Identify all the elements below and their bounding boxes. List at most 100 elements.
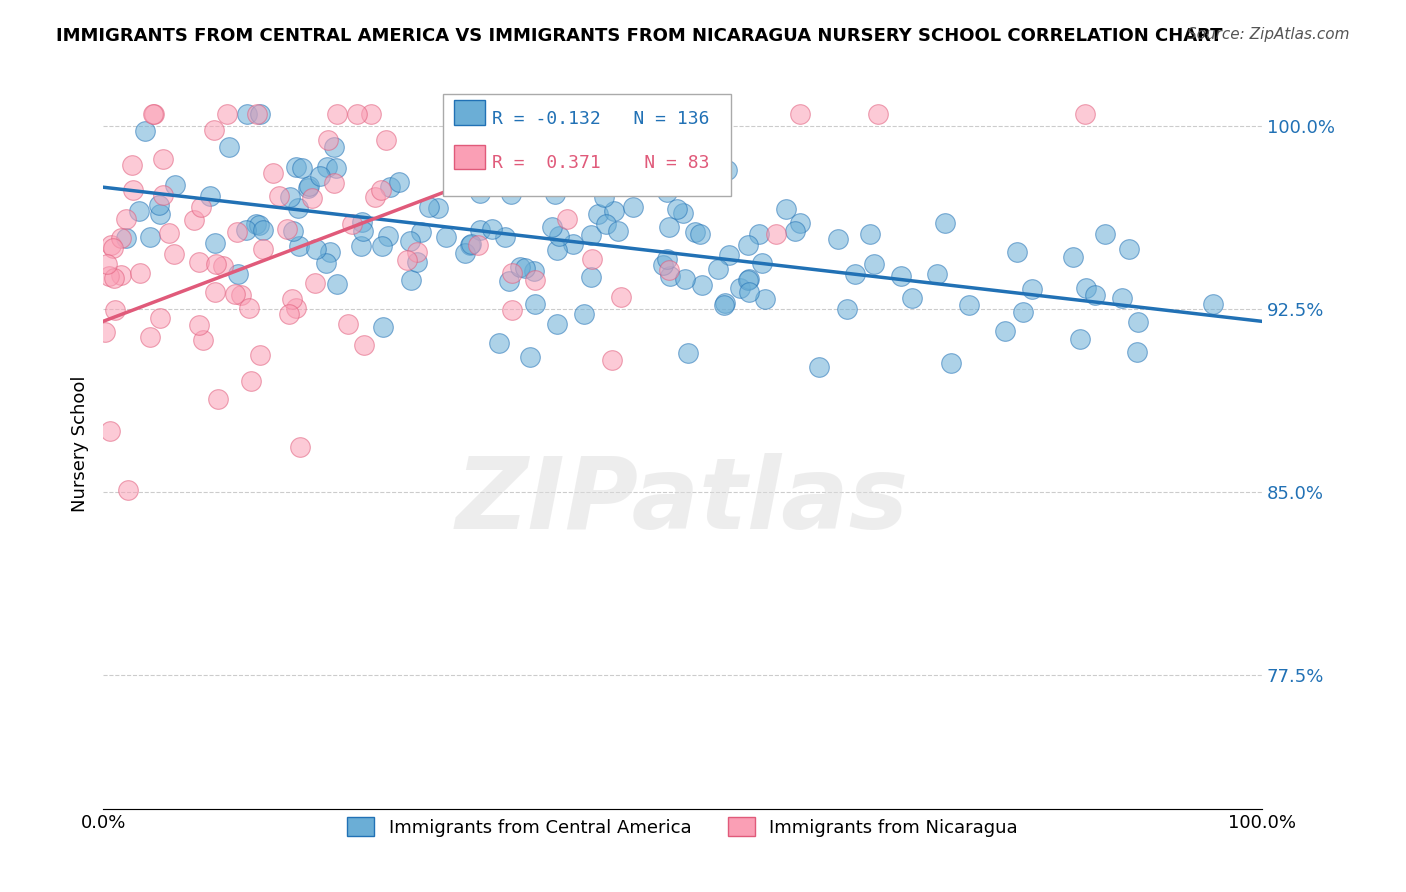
Point: [690, 278, 713, 293]
Point: [572, 308, 595, 322]
Point: [287, 202, 309, 216]
Point: [148, 198, 170, 212]
Point: [249, 348, 271, 362]
Point: [1118, 243, 1140, 257]
Point: [139, 229, 162, 244]
Point: [509, 260, 531, 275]
Point: [555, 211, 578, 226]
Point: [304, 276, 326, 290]
Point: [730, 281, 752, 295]
Point: [305, 242, 328, 256]
Point: [284, 160, 307, 174]
Point: [447, 118, 470, 132]
Point: [513, 260, 536, 275]
Point: [827, 232, 849, 246]
Point: [395, 252, 418, 267]
Point: [1012, 305, 1035, 319]
Point: [122, 183, 145, 197]
Point: [1069, 332, 1091, 346]
Point: [501, 187, 523, 202]
Point: [600, 353, 623, 368]
Point: [309, 169, 332, 183]
Point: [388, 175, 411, 189]
Point: [224, 287, 246, 301]
Point: [346, 107, 368, 121]
Point: [540, 219, 562, 234]
Point: [1074, 107, 1097, 121]
Text: R =  0.371    N = 83: R = 0.371 N = 83: [492, 154, 710, 172]
Point: [121, 158, 143, 172]
Point: [738, 285, 761, 299]
Point: [204, 285, 226, 299]
Point: [353, 337, 375, 351]
Point: [134, 124, 156, 138]
Point: [716, 162, 738, 177]
Point: [714, 295, 737, 310]
Point: [188, 254, 211, 268]
Point: [1128, 315, 1150, 329]
Point: [523, 264, 546, 278]
Point: [315, 160, 337, 174]
Point: [494, 230, 516, 244]
Point: [371, 239, 394, 253]
Point: [245, 217, 267, 231]
Point: [252, 242, 274, 256]
Point: [226, 225, 249, 239]
Point: [498, 274, 520, 288]
Point: [323, 140, 346, 154]
Point: [235, 223, 257, 237]
Point: [148, 207, 170, 221]
Point: [934, 216, 956, 230]
Point: [215, 107, 238, 121]
Point: [340, 217, 363, 231]
Y-axis label: Nursery School: Nursery School: [72, 375, 89, 511]
Point: [519, 350, 541, 364]
Point: [1063, 250, 1085, 264]
Point: [252, 223, 274, 237]
Point: [501, 266, 523, 280]
Point: [204, 235, 226, 250]
Point: [426, 201, 449, 215]
Point: [515, 108, 537, 122]
Point: [765, 227, 787, 241]
Point: [546, 243, 568, 257]
Point: [789, 216, 811, 230]
Point: [447, 117, 470, 131]
Point: [285, 301, 308, 315]
Point: [581, 270, 603, 285]
Point: [110, 230, 132, 244]
Point: [434, 230, 457, 244]
Point: [298, 179, 321, 194]
Point: [737, 273, 759, 287]
Point: [398, 235, 420, 249]
Point: [198, 188, 221, 202]
Point: [859, 227, 882, 241]
Point: [139, 330, 162, 344]
Point: [211, 259, 233, 273]
Point: [713, 298, 735, 312]
Point: [672, 206, 695, 220]
Point: [290, 440, 312, 454]
Point: [301, 191, 323, 205]
Point: [96, 257, 118, 271]
Point: [238, 301, 260, 315]
Point: [326, 107, 349, 121]
Point: [607, 224, 630, 238]
Point: [325, 161, 347, 175]
Point: [319, 244, 342, 259]
Point: [98, 424, 121, 438]
Point: [143, 107, 166, 121]
Point: [651, 259, 673, 273]
Point: [297, 180, 319, 194]
Point: [276, 222, 298, 236]
Point: [994, 324, 1017, 338]
Point: [100, 238, 122, 252]
Point: [1005, 244, 1028, 259]
Point: [666, 202, 689, 217]
Point: [901, 291, 924, 305]
Point: [350, 215, 373, 229]
Point: [229, 288, 252, 302]
Point: [103, 241, 125, 255]
Point: [558, 165, 581, 179]
Text: R = -0.132   N = 136: R = -0.132 N = 136: [492, 110, 710, 128]
